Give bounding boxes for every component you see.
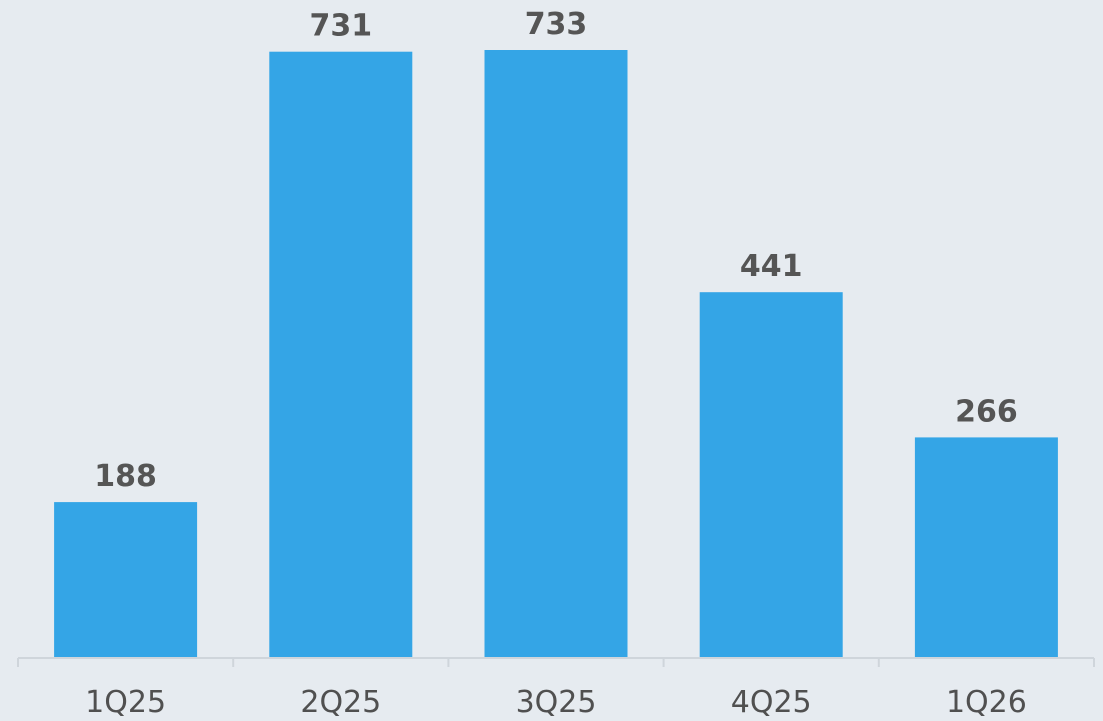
- bar-4Q25: [699, 292, 843, 658]
- value-label-1Q25: 188: [94, 459, 157, 494]
- x-axis-tick-labels: 1Q25 2Q25 3Q25 4Q25 1Q26: [85, 685, 1027, 720]
- x-tick-label-2Q25: 2Q25: [300, 685, 381, 720]
- bars-group: [54, 50, 1058, 658]
- x-tick-label-4Q25: 4Q25: [731, 685, 812, 720]
- bar-1Q26: [914, 437, 1058, 658]
- x-axis-ticks: [17, 658, 1095, 667]
- bar-3Q25: [484, 50, 628, 658]
- x-tick-label-1Q26: 1Q26: [946, 685, 1027, 720]
- value-label-3Q25: 733: [525, 7, 588, 42]
- value-label-4Q25: 441: [740, 249, 803, 284]
- x-tick-label-3Q25: 3Q25: [516, 685, 597, 720]
- value-label-1Q26: 266: [955, 394, 1018, 429]
- bar-1Q25: [54, 502, 198, 658]
- value-labels-group: 188 731 733 441 266: [94, 7, 1017, 494]
- x-tick-label-1Q25: 1Q25: [85, 685, 166, 720]
- value-label-2Q25: 731: [309, 9, 372, 44]
- bar-2Q25: [269, 51, 413, 658]
